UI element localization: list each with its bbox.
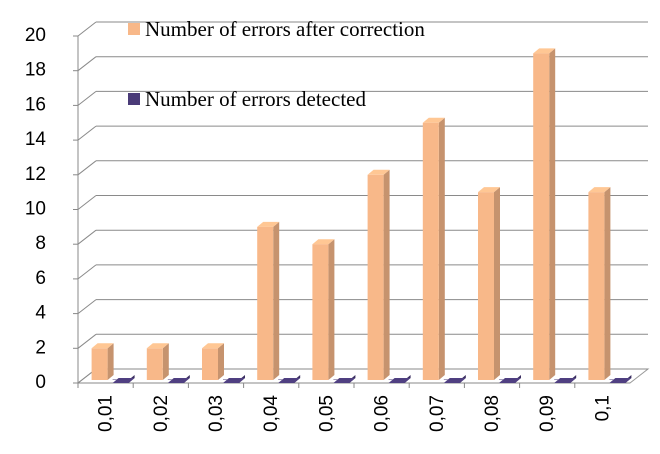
x-tick-label: 0,07: [427, 395, 448, 432]
y-tick-label: 12: [25, 164, 46, 185]
bar: [223, 379, 239, 380]
bar-top: [146, 343, 169, 349]
bar-top: [367, 169, 390, 175]
bar-top: [333, 378, 356, 383]
bar: [499, 379, 515, 380]
bar-top: [167, 378, 190, 383]
x-tick-label: 0,05: [316, 395, 337, 432]
bar-top: [609, 378, 632, 383]
bar-side: [383, 169, 390, 380]
bar: [533, 53, 550, 380]
grid-line: [77, 299, 97, 314]
bar-top: [499, 378, 521, 383]
bar-top: [422, 117, 445, 123]
bar-top: [112, 378, 135, 383]
bar-top: [91, 343, 114, 349]
y-tick-label: 0: [35, 372, 46, 393]
x-tick-label: 0,01: [96, 395, 117, 432]
bar-side: [273, 221, 280, 380]
bar-side: [328, 239, 335, 380]
bar: [257, 226, 274, 380]
bar-top: [223, 378, 245, 383]
y-tick-label: 8: [35, 233, 46, 254]
grid-line: [77, 21, 97, 37]
bar: [388, 379, 405, 380]
x-tick-label: 0,04: [261, 395, 282, 432]
legend-item: Number of errors detected: [128, 88, 445, 111]
bar-top: [257, 221, 280, 227]
bar-top: [388, 378, 411, 383]
bar: [588, 192, 605, 380]
grid-line: [77, 195, 97, 210]
bar-side: [604, 187, 611, 380]
y-tick-label: 16: [25, 94, 46, 115]
bar: [167, 379, 184, 380]
grid-line: [77, 264, 97, 280]
x-tick-label: 0,06: [372, 395, 393, 432]
bar: [443, 379, 460, 380]
bar-top: [312, 239, 335, 245]
y-tick-label: 2: [35, 337, 46, 358]
bar-top: [202, 343, 224, 349]
grid-line: [77, 56, 97, 72]
bar: [422, 122, 439, 380]
y-tick-label: 6: [35, 268, 46, 289]
grid-line: [77, 160, 97, 176]
bar-side: [162, 343, 169, 380]
bar-top: [554, 378, 577, 383]
grid-line: [77, 333, 97, 349]
y-tick-label: 10: [25, 199, 46, 220]
bar-side: [494, 187, 500, 380]
legend-item: Number of errors after correction: [128, 18, 445, 41]
bar: [112, 379, 129, 380]
bar-side: [549, 48, 556, 380]
legend-label: Number of errors detected: [145, 87, 366, 111]
bar: [478, 192, 494, 380]
legend-label: Number of errors after correction: [145, 17, 425, 41]
y-tick-label: 14: [25, 129, 47, 150]
bar: [367, 174, 384, 380]
grid-line: [77, 229, 97, 245]
bar: [91, 348, 108, 380]
bar: [312, 244, 329, 380]
x-tick-label: 0,08: [482, 395, 503, 432]
x-tick-label: 0,03: [206, 395, 227, 432]
bar-side: [107, 343, 114, 380]
legend-swatch: [128, 23, 140, 35]
bar-top: [533, 48, 556, 54]
bar-top: [278, 378, 301, 383]
y-tick-label: 18: [25, 60, 46, 81]
bar-side: [438, 117, 445, 380]
bar-side: [218, 343, 224, 380]
grid-line: [77, 91, 97, 106]
bar: [554, 379, 571, 380]
bar: [202, 348, 218, 380]
bar: [146, 348, 163, 380]
bar: [609, 379, 626, 380]
bar-top: [478, 187, 500, 193]
legend-swatch: [128, 93, 140, 105]
grid-line: [77, 125, 97, 141]
bar: [333, 379, 350, 380]
x-tick-label: 0,02: [151, 395, 172, 432]
x-tick-label: 0,1: [592, 395, 613, 421]
bar-top: [443, 378, 466, 383]
x-tick-label: 0,09: [537, 395, 558, 432]
bar-top: [588, 187, 611, 193]
y-tick-label: 4: [35, 303, 46, 324]
y-tick-label: 20: [25, 25, 46, 46]
bar: [278, 379, 295, 380]
